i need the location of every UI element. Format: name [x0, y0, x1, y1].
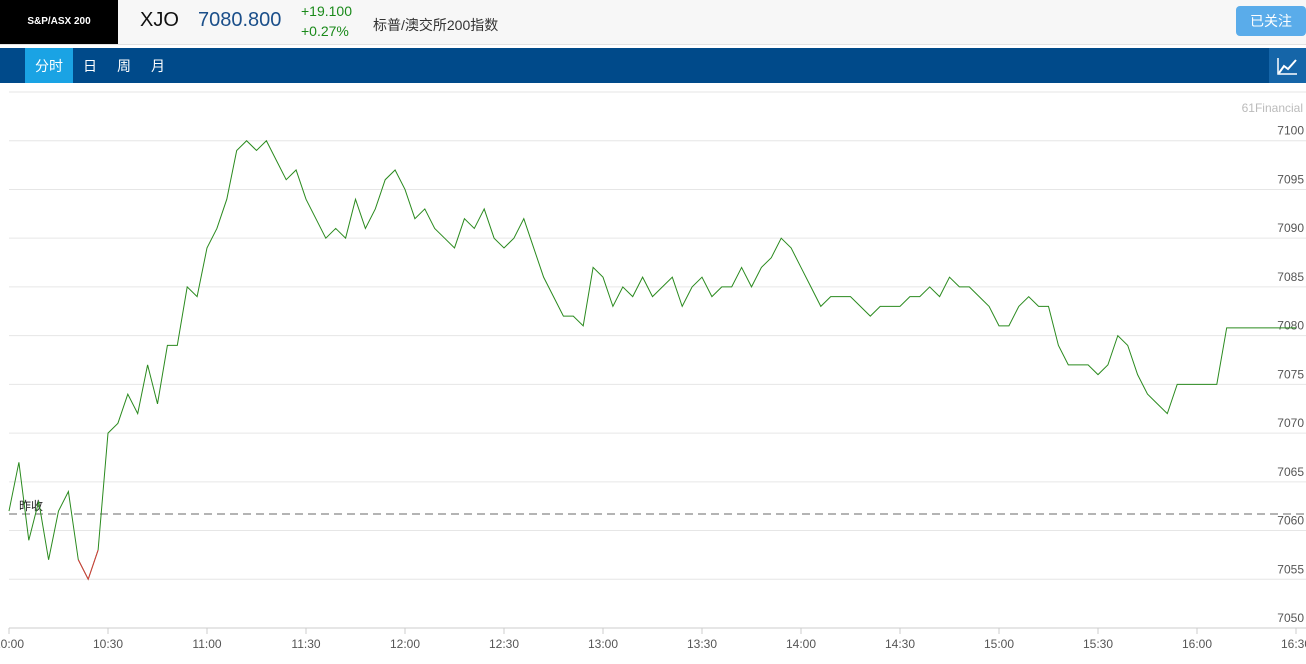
- y-tick-label: 7055: [1277, 562, 1304, 576]
- index-name: 标普/澳交所200指数: [373, 17, 499, 33]
- x-tick-label: 16:00: [1182, 637, 1212, 651]
- x-tick-label: 10:30: [93, 637, 123, 651]
- ticker-box: S&P/ASX 200: [0, 0, 118, 44]
- tab[interactable]: 周: [117, 58, 131, 74]
- watermark: 61Financial: [1242, 101, 1303, 115]
- x-tick-label: 13:00: [588, 637, 618, 651]
- y-tick-label: 7100: [1277, 124, 1304, 138]
- x-tick-label: 11:00: [192, 637, 221, 651]
- prev-close-label: 昨收: [19, 499, 43, 513]
- header: S&P/ASX 200 XJO 7080.800 +19.100 +0.27% …: [0, 0, 1306, 45]
- x-tick-label: 12:00: [390, 637, 420, 651]
- y-tick-label: 7090: [1277, 221, 1304, 235]
- price-line-below: [77, 549, 99, 581]
- x-tick-label: 14:00: [786, 637, 816, 651]
- y-tick-label: 7085: [1277, 270, 1304, 284]
- tab[interactable]: 月: [151, 58, 165, 74]
- x-tick-label: 12:30: [489, 637, 519, 651]
- change: +19.100: [301, 3, 352, 19]
- tab[interactable]: 分时: [25, 48, 73, 83]
- y-tick-label: 7065: [1277, 465, 1304, 479]
- y-tick-label: 7075: [1277, 367, 1304, 381]
- x-tick-label: 13:30: [687, 637, 717, 651]
- x-tick-label: 16:30: [1281, 637, 1306, 651]
- change-pct: +0.27%: [301, 23, 349, 39]
- x-tick-label: 15:00: [984, 637, 1014, 651]
- y-tick-label: 7080: [1277, 319, 1304, 333]
- y-tick-label: 7070: [1277, 416, 1304, 430]
- tab[interactable]: 日: [83, 58, 97, 74]
- follow-button[interactable]: 已关注: [1236, 6, 1306, 36]
- icon-glyph: [1277, 58, 1297, 75]
- x-tick-label: 14:30: [885, 637, 915, 651]
- y-tick-label: 7050: [1277, 611, 1304, 625]
- x-tick-label: 10:00: [0, 637, 24, 651]
- symbol: XJO: [140, 9, 179, 31]
- x-tick-label: 15:30: [1083, 637, 1113, 651]
- price: 7080.800: [198, 9, 282, 31]
- y-tick-label: 7095: [1277, 172, 1304, 186]
- y-tick-label: 7060: [1277, 514, 1304, 528]
- x-tick-label: 11:30: [291, 637, 320, 651]
- chart-icon[interactable]: [1269, 48, 1306, 83]
- price-line: [8, 139, 1296, 581]
- tab-bar: 分时 日 周 月: [0, 48, 1306, 83]
